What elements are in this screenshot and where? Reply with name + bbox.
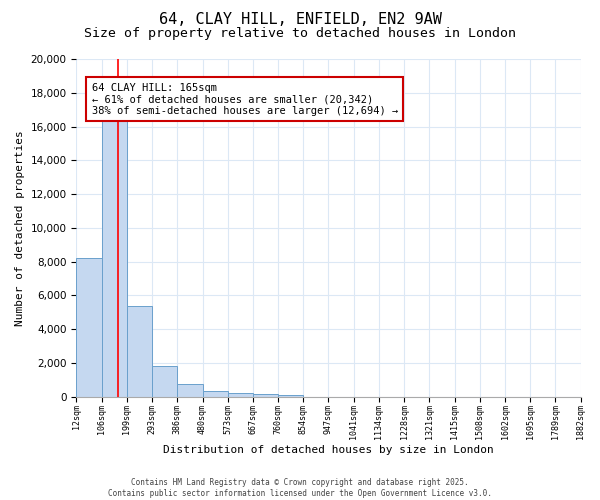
Bar bbox=[102, 114, 127, 397]
Text: Size of property relative to detached houses in London: Size of property relative to detached ho… bbox=[84, 28, 516, 40]
Bar bbox=[278, 395, 304, 397]
Text: 64, CLAY HILL, ENFIELD, EN2 9AW: 64, CLAY HILL, ENFIELD, EN2 9AW bbox=[158, 12, 442, 28]
Bar bbox=[127, 306, 152, 397]
Bar bbox=[152, 366, 177, 397]
Text: Contains HM Land Registry data © Crown copyright and database right 2025.
Contai: Contains HM Land Registry data © Crown c… bbox=[108, 478, 492, 498]
Bar bbox=[177, 384, 203, 397]
X-axis label: Distribution of detached houses by size in London: Distribution of detached houses by size … bbox=[163, 445, 494, 455]
Bar bbox=[227, 393, 253, 397]
Bar bbox=[76, 258, 102, 397]
Bar bbox=[203, 392, 227, 397]
Bar bbox=[253, 394, 278, 397]
Text: 64 CLAY HILL: 165sqm
← 61% of detached houses are smaller (20,342)
38% of semi-d: 64 CLAY HILL: 165sqm ← 61% of detached h… bbox=[92, 82, 398, 116]
Y-axis label: Number of detached properties: Number of detached properties bbox=[15, 130, 25, 326]
